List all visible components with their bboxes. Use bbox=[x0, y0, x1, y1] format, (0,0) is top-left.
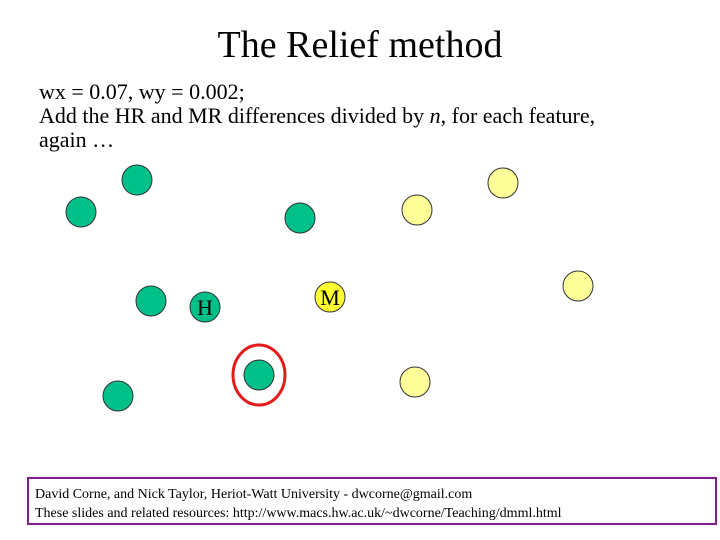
green-point bbox=[121, 164, 153, 196]
yellow-point bbox=[487, 167, 519, 199]
slide-title: The Relief method bbox=[217, 24, 503, 66]
near-hit-point: H bbox=[189, 291, 221, 323]
point-circle bbox=[487, 167, 519, 199]
green-point bbox=[284, 202, 316, 234]
point-circle bbox=[243, 359, 275, 391]
point-label: H bbox=[197, 295, 213, 320]
point-circle bbox=[562, 270, 594, 302]
near-miss-point: M bbox=[314, 281, 346, 313]
footer-authors: David Corne, and Nick Taylor, Heriot-Wat… bbox=[35, 487, 473, 502]
green-point bbox=[102, 380, 134, 412]
point-circle bbox=[189, 291, 221, 323]
yellow-point bbox=[399, 366, 431, 398]
point-circle bbox=[401, 194, 433, 226]
point-circle bbox=[399, 366, 431, 398]
instruction-line: Add the HR and MR differences divided by… bbox=[39, 104, 679, 128]
instruction-n: n bbox=[429, 103, 441, 128]
slide-body: wx = 0.07, wy = 0.002; Add the HR and MR… bbox=[39, 80, 679, 152]
weights-line: wx = 0.07, wy = 0.002; bbox=[39, 79, 245, 104]
yellow-point bbox=[401, 194, 433, 226]
point-circle bbox=[102, 380, 134, 412]
green-point bbox=[65, 196, 97, 228]
instruction-text-a: Add the HR and MR differences divided by bbox=[39, 103, 430, 128]
point-circle bbox=[314, 281, 346, 313]
green-point bbox=[135, 285, 167, 317]
instruction-text-b: , for each feature, bbox=[440, 103, 596, 128]
point-circle bbox=[65, 196, 97, 228]
again-line: again … bbox=[39, 127, 115, 152]
point-circle bbox=[284, 202, 316, 234]
point-circle bbox=[135, 285, 167, 317]
yellow-point bbox=[562, 270, 594, 302]
selected-point bbox=[231, 343, 287, 407]
footer-credits: David Corne, and Nick Taylor, Heriot-Wat… bbox=[27, 477, 717, 525]
point-circle bbox=[121, 164, 153, 196]
highlight-ring bbox=[231, 343, 287, 407]
footer-resources: These slides and related resources: http… bbox=[35, 506, 562, 521]
point-label: M bbox=[320, 285, 340, 310]
